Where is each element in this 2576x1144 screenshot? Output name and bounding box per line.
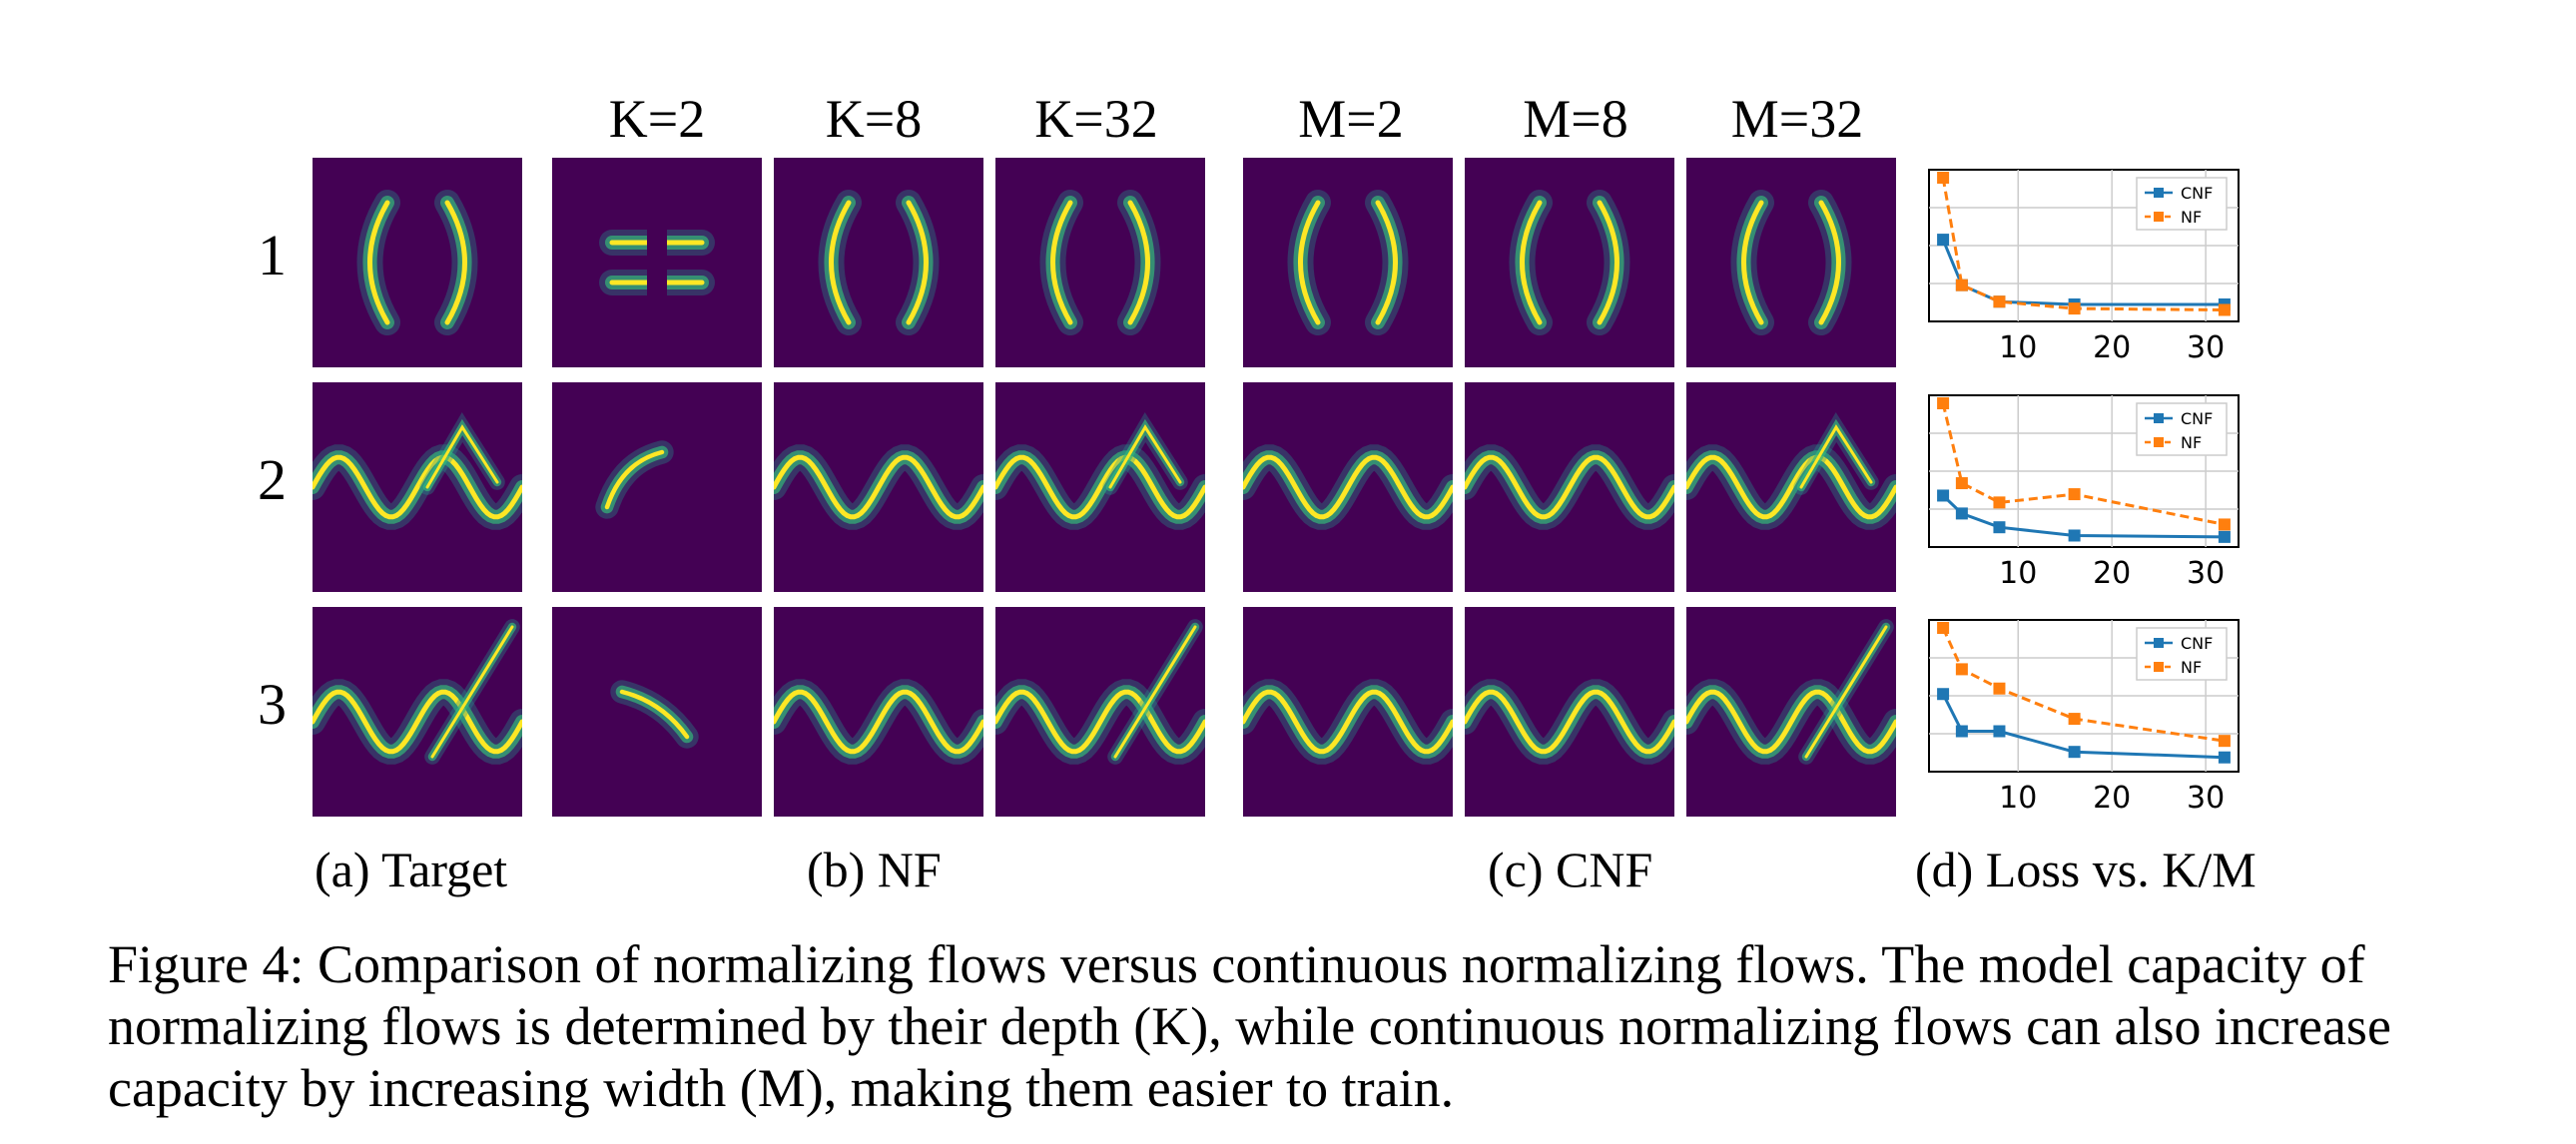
data-point-nf: [2068, 302, 2081, 315]
data-point-nf: [1937, 622, 1950, 634]
column-header-k8: K=8: [825, 89, 923, 149]
loss-plot-row-3: 10 20 30 CNF NF: [1919, 612, 2249, 816]
column-header-m8: M=8: [1523, 89, 1628, 149]
x-tick-label: 10: [1999, 330, 2037, 365]
data-point-nf: [2068, 713, 2081, 726]
data-point-nf: [1955, 477, 1968, 490]
sublabel-nf: (b) NF: [807, 842, 942, 897]
loss-plot-row-1: 10 20 30 CNF NF: [1919, 162, 2249, 365]
data-point-cnf: [1993, 725, 2006, 738]
sublabel-cnf: (c) CNF: [1488, 842, 1653, 897]
x-tick-label: 10: [1999, 781, 2037, 816]
density-panel-row3-cnf-m32: [1686, 607, 1896, 817]
density-panel-row2-nf-k2: [552, 382, 762, 592]
density-panel-row3-cnf-m2: [1243, 607, 1453, 817]
data-point-nf: [2218, 518, 2231, 531]
data-point-nf: [1993, 496, 2006, 509]
data-point-nf: [2068, 488, 2081, 501]
column-header-k2: K=2: [608, 89, 706, 149]
density-panel-row2-cnf-m8: [1465, 382, 1674, 592]
legend-box: [2136, 627, 2228, 681]
density-panel-row1-cnf-m2: [1243, 158, 1453, 367]
row-label-3: 3: [258, 672, 287, 737]
x-tick-label: 30: [2187, 556, 2225, 591]
legend-label-cnf: CNF: [2181, 184, 2213, 203]
data-point-nf: [1937, 397, 1950, 409]
series-line-nf: [1941, 177, 2225, 311]
data-point-cnf: [1937, 489, 1950, 502]
density-panel-row3-target: [313, 607, 522, 817]
legend-box: [2136, 402, 2228, 456]
data-point-cnf: [2218, 530, 2231, 543]
data-point-cnf: [1937, 688, 1950, 701]
x-tick-label: 20: [2093, 556, 2131, 591]
x-tick-label: 20: [2093, 781, 2131, 816]
data-point-nf: [1937, 172, 1950, 184]
density-panel-row1-target: [313, 158, 522, 367]
data-point-cnf: [1955, 507, 1968, 520]
density-panel-row2-nf-k32: [995, 382, 1205, 592]
density-panel-row1-nf-k8: [774, 158, 983, 367]
loss-plot-row-2: 10 20 30 CNF NF: [1919, 387, 2249, 591]
data-point-cnf: [1937, 234, 1950, 247]
sublabel-loss: (d) Loss vs. K/M: [1915, 842, 2256, 897]
data-point-cnf: [1955, 725, 1968, 738]
row-label-1: 1: [258, 223, 287, 287]
density-panel-row3-nf-k32: [995, 607, 1205, 817]
legend-label-cnf: CNF: [2181, 409, 2213, 428]
x-tick-label: 10: [1999, 556, 2037, 591]
legend-label-nf: NF: [2181, 433, 2202, 452]
density-panel-row1-nf-k32: [995, 158, 1205, 367]
figure-caption: Figure 4: Comparison of normalizing flow…: [108, 934, 2391, 1118]
legend-label-cnf: CNF: [2181, 634, 2213, 653]
legend-marker-cnf: [2154, 413, 2164, 423]
data-point-nf: [2218, 303, 2231, 316]
density-panel-row3-nf-k2: [552, 607, 762, 817]
density-panel-row2-cnf-m32: [1686, 382, 1896, 592]
sublabel-target: (a) Target: [315, 842, 508, 897]
x-tick-label: 30: [2187, 330, 2225, 365]
data-point-cnf: [2068, 746, 2081, 759]
density-panel-row2-cnf-m2: [1243, 382, 1453, 592]
legend-marker-cnf: [2154, 188, 2164, 198]
legend-box: [2136, 177, 2228, 231]
density-panel-row1-nf-k2: [552, 158, 762, 367]
data-point-cnf: [2068, 529, 2081, 542]
data-point-nf: [1993, 295, 2006, 308]
legend-marker-nf: [2154, 437, 2164, 447]
row-label-2: 2: [258, 447, 287, 512]
data-point-cnf: [2218, 751, 2231, 764]
density-panel-row3-nf-k8: [774, 607, 983, 817]
legend-marker-nf: [2154, 212, 2164, 222]
column-header-m2: M=2: [1298, 89, 1404, 149]
data-point-nf: [1955, 279, 1968, 291]
x-tick-label: 30: [2187, 781, 2225, 816]
legend-marker-nf: [2154, 662, 2164, 672]
column-header-k32: K=32: [1034, 89, 1158, 149]
data-point-nf: [1955, 663, 1968, 676]
density-panel-row1-cnf-m8: [1465, 158, 1674, 367]
legend-label-nf: NF: [2181, 208, 2202, 227]
data-point-nf: [1993, 682, 2006, 695]
column-header-m32: M=32: [1730, 89, 1864, 149]
density-panel-row1-cnf-m32: [1686, 158, 1896, 367]
data-point-nf: [2218, 735, 2231, 748]
x-tick-label: 20: [2093, 330, 2131, 365]
density-panel-row2-nf-k8: [774, 382, 983, 592]
density-panel-row3-cnf-m8: [1465, 607, 1674, 817]
legend-marker-cnf: [2154, 638, 2164, 648]
density-panel-row2-target: [313, 382, 522, 592]
data-point-cnf: [1993, 521, 2006, 534]
legend-label-nf: NF: [2181, 658, 2202, 677]
